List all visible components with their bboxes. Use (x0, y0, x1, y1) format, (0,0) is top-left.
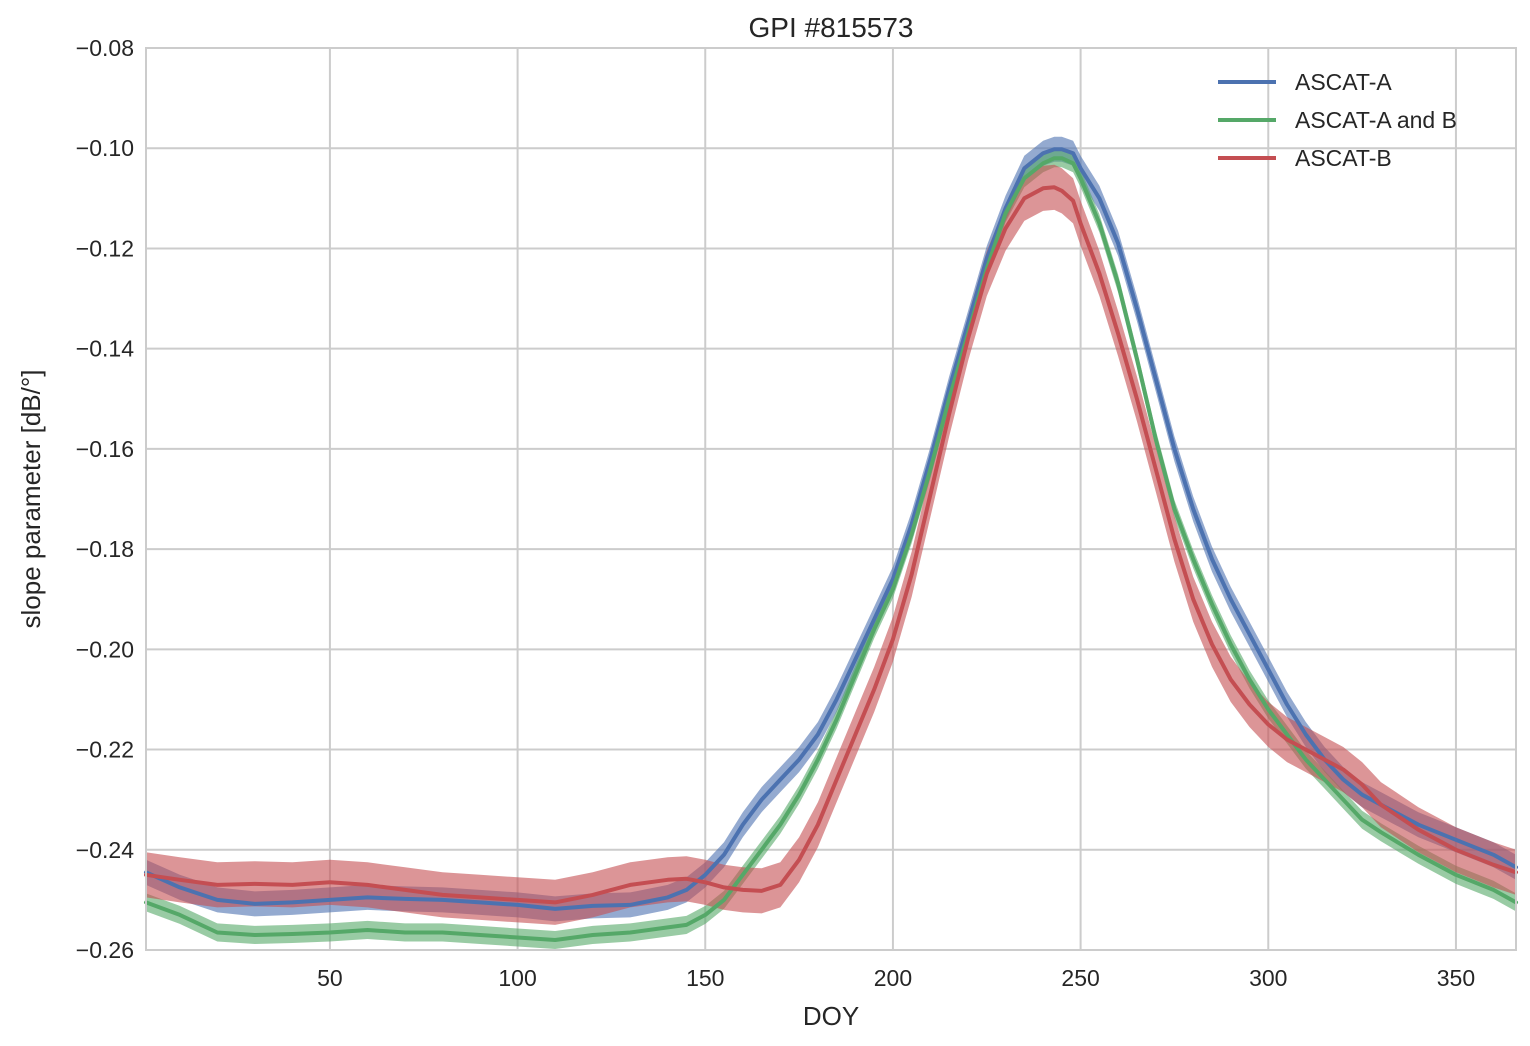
y-tick-label: −0.20 (76, 636, 134, 662)
y-tick-label: −0.18 (76, 536, 134, 562)
x-tick-label: 150 (686, 965, 724, 991)
series-lines (144, 147, 1518, 942)
series-line (144, 185, 1518, 905)
y-axis-title: slope parameter [dB/°] (16, 370, 46, 629)
legend-label: ASCAT-A (1295, 69, 1392, 95)
y-tick-label: −0.12 (76, 235, 134, 261)
y-tick-labels: −0.26 −0.24 −0.22 −0.20 −0.18 −0.16 −0.14 −0.12… (76, 35, 134, 963)
y-tick-label: −0.26 (76, 937, 134, 963)
x-tick-label: 200 (874, 965, 912, 991)
legend-label: ASCAT-A and B (1295, 107, 1457, 133)
legend: ASCAT-A ASCAT-A and B ASCAT-B (1218, 69, 1457, 171)
y-tick-label: −0.10 (76, 135, 134, 161)
y-tick-label: −0.22 (76, 737, 134, 763)
x-tick-label: 350 (1437, 965, 1475, 991)
plot-frame (145, 47, 1517, 951)
series-line (144, 156, 1518, 942)
x-tick-label: 50 (317, 965, 343, 991)
confidence-bands (146, 136, 1516, 949)
y-tick-label: −0.14 (76, 336, 134, 362)
y-tick-label: −0.08 (76, 35, 134, 61)
x-tick-labels: 50 100 150 200 250 300 350 (317, 965, 1475, 991)
x-tick-label: 250 (1061, 965, 1099, 991)
y-tick-label: −0.16 (76, 436, 134, 462)
series-line (144, 147, 1518, 911)
chart-title: GPI #815573 (748, 12, 913, 43)
series-band (146, 164, 1516, 925)
legend-label: ASCAT-B (1295, 145, 1392, 171)
x-tick-label: 300 (1249, 965, 1287, 991)
y-tick-label: −0.24 (76, 837, 134, 863)
x-axis-title: DOY (803, 1001, 859, 1031)
x-tick-label: 100 (498, 965, 536, 991)
